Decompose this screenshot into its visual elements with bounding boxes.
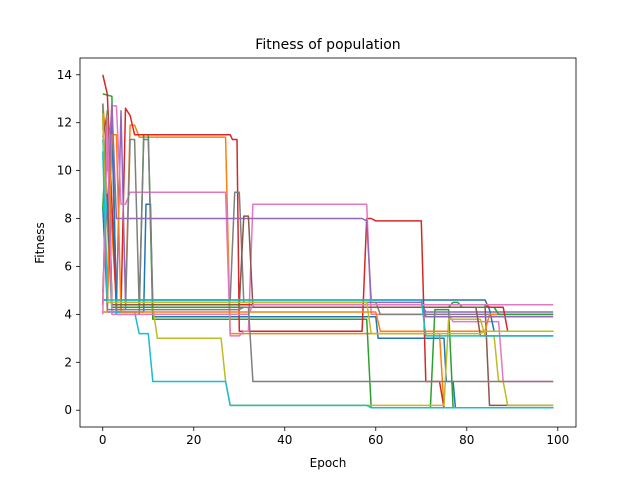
x-tick-label: 80: [459, 433, 474, 447]
x-axis-label: Epoch: [310, 456, 347, 470]
y-tick-label: 4: [64, 307, 72, 321]
y-axis-ticks: 0 2 4 6 8 10 12 14: [57, 68, 80, 417]
x-axis-ticks: 0 20 40 60 80 100: [99, 427, 569, 447]
series-layer: [102, 74, 554, 409]
y-tick-label: 14: [57, 68, 72, 82]
series-line-7: [102, 105, 554, 383]
series-line-19: [102, 113, 554, 335]
x-tick-label: 0: [99, 433, 107, 447]
x-tick-label: 100: [546, 433, 569, 447]
y-axis-label: Fitness: [33, 222, 47, 264]
x-tick-label: 40: [277, 433, 292, 447]
y-tick-label: 2: [64, 355, 72, 369]
y-tick-label: 8: [64, 212, 72, 226]
series-line-17: [102, 114, 554, 316]
series-line-4: [102, 74, 554, 409]
series-line-16: [102, 193, 554, 337]
plot-frame: [79, 57, 577, 428]
y-tick-label: 6: [64, 259, 72, 273]
y-tick-label: 0: [64, 403, 72, 417]
x-tick-label: 60: [368, 433, 383, 447]
y-tick-label: 12: [57, 116, 72, 130]
series-line-18: [102, 103, 554, 383]
series-line-20: [102, 151, 554, 337]
y-tick-label: 10: [57, 164, 72, 178]
chart-title: Fitness of population: [255, 37, 400, 53]
x-tick-label: 20: [186, 433, 201, 447]
series-line-15: [102, 102, 554, 318]
